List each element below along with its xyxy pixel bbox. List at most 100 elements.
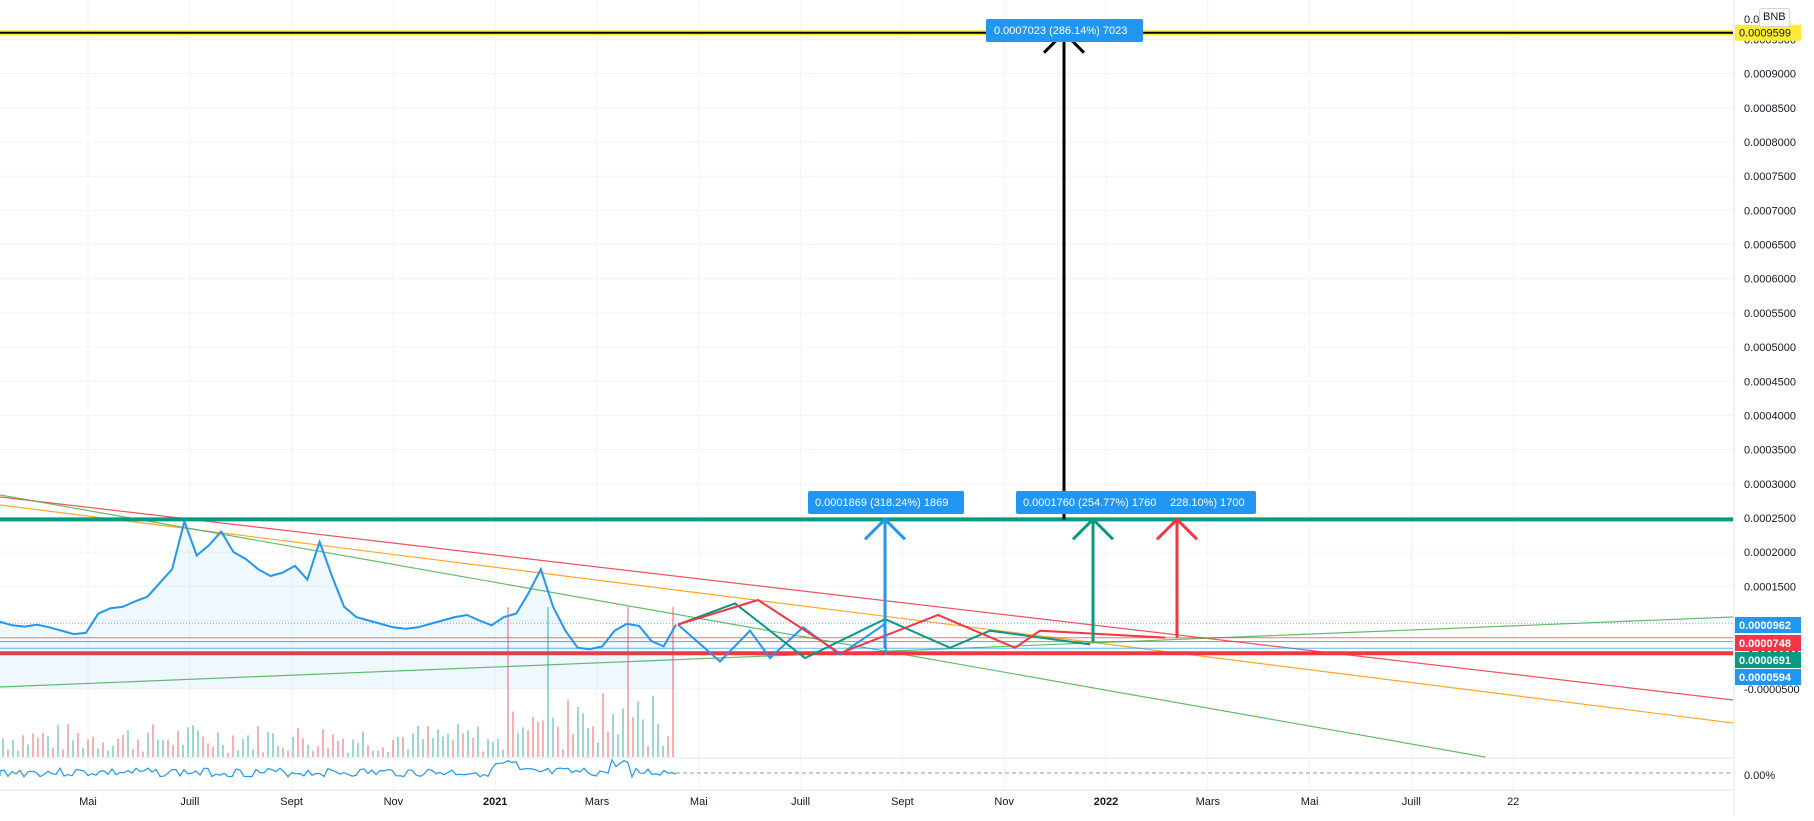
x-tick-label: Sept	[280, 796, 303, 808]
volume-bar	[422, 739, 424, 757]
volume-bar	[222, 744, 224, 757]
volume-bar	[167, 739, 169, 757]
volume-bar	[402, 737, 404, 757]
volume-bar	[522, 727, 524, 757]
volume-bar	[237, 750, 239, 757]
y-tick-label: 0.0002000	[1744, 547, 1796, 559]
volume-bar	[452, 739, 454, 757]
volume-bar	[477, 726, 479, 757]
volume-bar	[587, 728, 589, 757]
blue-projection-head	[863, 517, 907, 541]
volume-bar	[272, 733, 274, 757]
volume-bar	[87, 739, 89, 757]
volume-bar	[267, 731, 269, 757]
callout-blue-box	[808, 491, 964, 514]
volume-bar	[432, 738, 434, 757]
volume-bar	[17, 750, 19, 757]
volume-bar	[192, 725, 194, 757]
volume-bar	[332, 734, 334, 757]
volume-bar	[7, 749, 9, 757]
volume-bar	[177, 730, 179, 757]
volume-bar	[552, 717, 554, 757]
volume-bar	[502, 749, 504, 757]
volume-bar	[362, 731, 364, 757]
volume-bar	[117, 738, 119, 757]
volume-bar	[457, 723, 459, 757]
price-line	[0, 518, 677, 651]
volume-bar	[397, 736, 399, 757]
x-tick-label: Juill	[180, 796, 199, 808]
price-tag	[1735, 669, 1801, 685]
y-tick-label: 0.0003500	[1744, 445, 1796, 457]
volume-bar	[57, 724, 59, 757]
trendline-green-down	[0, 494, 1486, 758]
teal-projection-head	[1071, 517, 1115, 541]
volume-bar	[307, 744, 309, 757]
callout-blue-text: 0.0001869 (318.24%) 1869	[815, 497, 948, 509]
zigzag-red	[677, 598, 1166, 655]
price-tag-text: 0.0000691	[1739, 655, 1791, 667]
trendline-red	[0, 496, 1734, 701]
volume-bar	[67, 724, 69, 757]
volume-bar	[137, 739, 139, 757]
projection-arrows	[863, 30, 1199, 649]
volume-bar	[52, 747, 54, 757]
y-tick-label: 0.0008000	[1744, 137, 1796, 149]
volume-bar	[92, 736, 94, 757]
volume-bar	[657, 724, 659, 757]
volume-bar	[447, 733, 449, 757]
volume-bar	[627, 607, 629, 757]
grid	[0, 0, 1733, 790]
price-tag-text: 0.0000748	[1739, 638, 1791, 650]
volume-bar	[327, 748, 329, 757]
y-tick-label: 0.0004500	[1744, 376, 1796, 388]
volume-bar	[157, 739, 159, 757]
volume-bar	[132, 748, 134, 757]
volume-bar	[532, 716, 534, 757]
volume-bar	[182, 744, 184, 757]
volume-bar	[487, 738, 489, 757]
volume-bar	[232, 735, 234, 757]
volume-bar	[662, 745, 664, 757]
volume-bar	[37, 738, 39, 757]
red-projection-head	[1155, 517, 1199, 541]
oscillator-pane: 0.00%	[0, 757, 1775, 782]
price-series	[0, 518, 677, 689]
callout-teal-red-text: 0.0001760 (254.77%) 1760	[1023, 497, 1156, 509]
volume-bar	[27, 744, 29, 757]
volume-bar	[47, 736, 49, 757]
price-tag	[1735, 635, 1801, 651]
y-tick-label: 0.0003000	[1744, 479, 1796, 491]
horizontal-levels	[0, 30, 1733, 656]
volume-bar	[82, 747, 84, 757]
volume-bar	[227, 752, 229, 757]
volume-bar	[497, 738, 499, 757]
volume-bar	[347, 752, 349, 757]
volume-bar	[392, 739, 394, 757]
volume-bar	[152, 724, 154, 757]
volume-bar	[572, 734, 574, 757]
volume-bar	[612, 713, 614, 757]
y-tick-label-top: 0.0	[1744, 14, 1759, 26]
y-tick-label: 0.0008500	[1744, 103, 1796, 115]
volume-bar	[247, 735, 249, 757]
callout-black-box	[986, 19, 1143, 42]
callout-teal-red-box	[1016, 491, 1256, 514]
volume-bars	[2, 607, 674, 757]
volume-bar	[372, 750, 374, 757]
x-tick-label: Mai	[79, 796, 97, 808]
volume-bar	[407, 749, 409, 757]
price-tag	[1735, 617, 1801, 633]
volume-bar	[667, 736, 669, 757]
volume-bar	[527, 730, 529, 757]
volume-bar	[42, 732, 44, 757]
volume-bar	[12, 739, 14, 757]
price-area-fill	[0, 521, 676, 689]
x-tick-label: 2022	[1094, 796, 1118, 808]
volume-bar	[107, 750, 109, 757]
y-tick-label: 0.0002500	[1744, 513, 1796, 525]
volume-bar	[77, 732, 79, 757]
symbol-badge[interactable]: BNB	[1759, 8, 1790, 27]
